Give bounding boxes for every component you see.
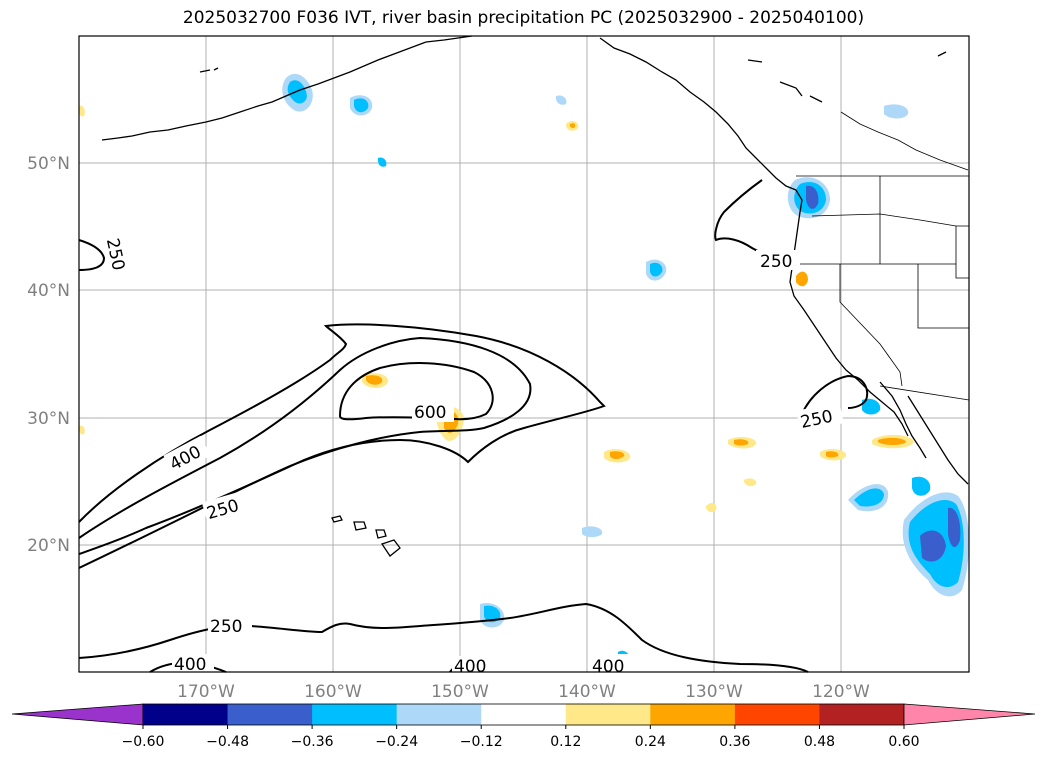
lat-label: 50°N (27, 154, 70, 174)
pos-patch-10 (744, 478, 757, 487)
colorbar-extend-left (11, 703, 144, 726)
lat-label: 40°N (27, 281, 70, 301)
colorbar-cell (227, 704, 313, 725)
colorbar-cell (396, 704, 482, 725)
colorbar-extend-right (903, 703, 1036, 726)
pos-patch-6-core (878, 437, 906, 445)
contour-label: 400 (174, 655, 206, 675)
lat-label: 30°N (27, 409, 70, 429)
colorbar-cell (650, 704, 736, 725)
pos-patch-edge-1 (79, 105, 85, 117)
map-title: 2025032700 F036 IVT, river basin precipi… (182, 8, 865, 28)
contour-west-250 (78, 239, 106, 271)
pos-patch-7 (796, 271, 808, 287)
neg-patch-baja-core (854, 488, 884, 507)
colorbar-tick-label: −0.36 (291, 734, 334, 750)
colorbar-cell (312, 704, 398, 725)
pos-patch-9 (706, 503, 717, 513)
colorbar-tick-label: 0.48 (804, 734, 835, 750)
contour-400 (78, 336, 532, 569)
state-borders (796, 111, 970, 401)
lon-label: 160°W (304, 682, 362, 702)
pos-patch-edge-2 (79, 425, 85, 435)
pos-patch-4-core (734, 439, 749, 446)
colorbar-tick-label: −0.12 (460, 734, 503, 750)
pos-patch-8-core (570, 123, 576, 129)
colorbar: −0.60 −0.48 −0.36 −0.24 −0.12 0.12 0.24 0.36 0.4… (11, 703, 1036, 750)
lon-label: 130°W (685, 682, 743, 702)
neg-patch-5 (912, 476, 931, 496)
contour-label: 250 (210, 617, 242, 637)
colorbar-tick-label: 0.12 (550, 734, 581, 750)
lon-label: 140°W (558, 682, 616, 702)
neg-patch-6 (884, 104, 909, 119)
contour-label: 250 (760, 252, 792, 272)
neg-patch-7 (582, 526, 603, 537)
coastlines (101, 35, 969, 557)
contour-socal-250 (801, 374, 869, 415)
neg-patch-9 (378, 157, 387, 167)
precip-shading (79, 73, 970, 669)
neg-patch-mexico-dark (920, 507, 961, 562)
colorbar-cell (143, 704, 229, 725)
lon-label: 150°W (431, 682, 489, 702)
neg-patch-pnw-dark (806, 185, 819, 209)
neg-patch-4 (862, 398, 881, 415)
latitude-labels: 50°N 40°N 30°N 20°N (27, 154, 70, 556)
colorbar-cell (481, 704, 567, 725)
colorbar-cell (819, 704, 905, 725)
contour-label: 400 (592, 657, 624, 677)
colorbar-tick-label: −0.48 (206, 734, 249, 750)
colorbar-tick-label: −0.60 (122, 734, 165, 750)
lon-label: 120°W (812, 682, 870, 702)
lat-label: 20°N (27, 536, 70, 556)
colorbar-tick-label: 0.60 (888, 734, 919, 750)
pos-patch-1-core (366, 375, 383, 385)
contour-label: 400 (454, 657, 486, 677)
neg-patch-3-core (650, 262, 663, 277)
contour-label: 600 (414, 403, 446, 423)
colorbar-tick-label: −0.24 (375, 734, 418, 750)
pos-patch-3-core (610, 451, 625, 459)
colorbar-cell (734, 704, 820, 725)
pos-patch-5-core (826, 451, 839, 458)
colorbar-tick-label: 0.24 (635, 734, 666, 750)
longitude-labels: 170°W 160°W 150°W 140°W 130°W 120°W (177, 682, 870, 702)
lon-label: 170°W (177, 682, 235, 702)
map-panel: 250 250 250 400 250 600 250 400 400 400 (78, 35, 970, 677)
map-frame (78, 35, 970, 673)
colorbar-cell (565, 704, 651, 725)
contour-600 (338, 362, 494, 421)
neg-patch-hawaii-lead-core (484, 605, 501, 623)
colorbar-tick-label: 0.36 (719, 734, 750, 750)
neg-patch-2-core (354, 98, 369, 113)
neg-patch-10 (556, 95, 567, 105)
